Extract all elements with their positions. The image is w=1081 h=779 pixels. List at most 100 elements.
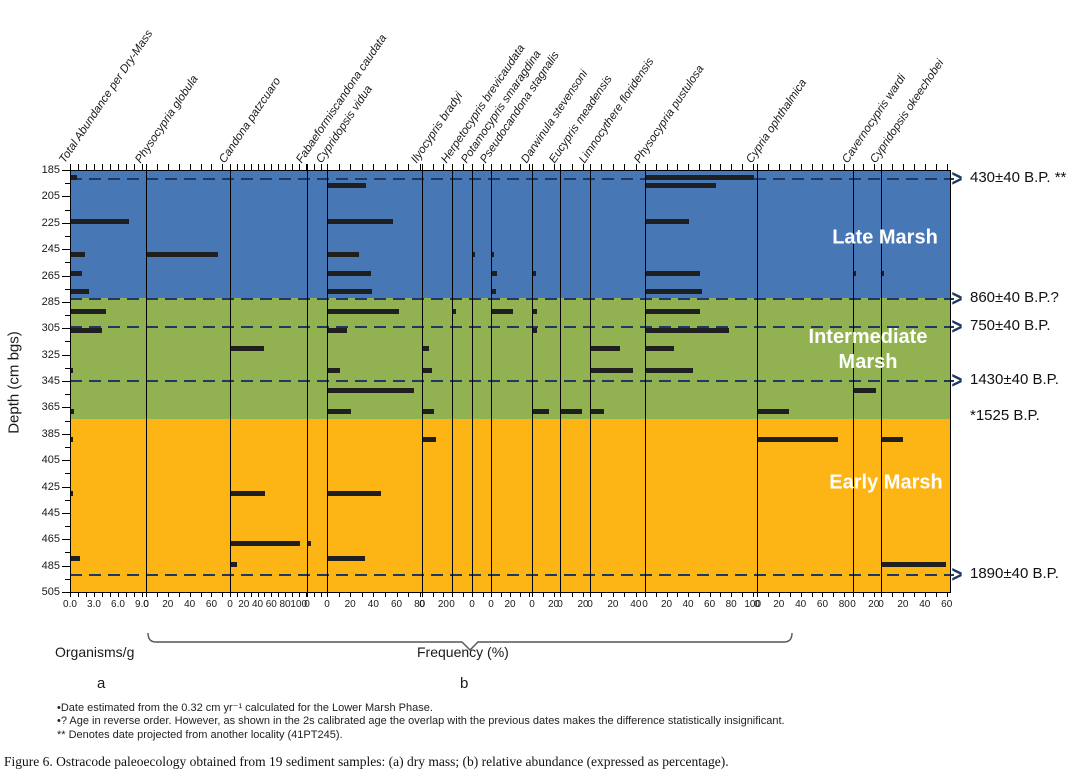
- date-arrow: >: [951, 313, 963, 340]
- top-tick: [397, 164, 398, 170]
- bottom-tick: [292, 592, 293, 597]
- bottom-tick: [420, 592, 421, 597]
- panel-divider: [307, 170, 308, 592]
- top-tick: [790, 164, 791, 170]
- top-tick: [491, 164, 492, 170]
- bar-vidua: [328, 289, 373, 295]
- bottom-tick-label: 20: [504, 599, 516, 610]
- top-tick: [463, 164, 464, 170]
- bottom-tick: [863, 592, 864, 597]
- bottom-tick-label: 20: [547, 599, 560, 610]
- depth-tick-label: 385: [41, 427, 60, 440]
- bottom-tick-label: 60: [205, 599, 218, 610]
- bottom-tick-label: 0: [642, 599, 648, 610]
- bottom-tick-label: 0: [878, 599, 884, 610]
- top-tick: [510, 164, 511, 170]
- zone-late-marsh: [70, 170, 950, 298]
- top-tick: [947, 164, 948, 170]
- bar-total: [71, 289, 89, 295]
- bar-vidua: [328, 309, 399, 315]
- bottom-tick: [636, 592, 637, 597]
- panel-divider: [645, 170, 646, 592]
- depth-tick: [62, 170, 70, 171]
- depth-tick-label: 405: [41, 454, 60, 467]
- plot-top-border: [70, 170, 951, 171]
- date-line-1430-40-b-p-: [70, 380, 954, 382]
- top-tick: [433, 164, 434, 170]
- bar-vidua: [328, 219, 393, 225]
- bottom-tick: [321, 592, 322, 597]
- depth-tick: [62, 222, 70, 224]
- top-tick: [892, 164, 893, 170]
- species-label-ophthalmica: Cypria ophthalmica: [744, 77, 810, 166]
- top-tick: [779, 164, 780, 170]
- date-label: 750±40 B.P.: [970, 316, 1051, 334]
- bottom-tick: [385, 592, 386, 597]
- zone-label-early-marsh: Early Marsh: [829, 471, 943, 494]
- top-tick: [936, 164, 937, 170]
- bottom-tick-label: 60: [265, 599, 277, 610]
- panel-divider: [146, 170, 147, 592]
- panel-divider: [881, 170, 882, 592]
- depth-tick-label: 505: [41, 586, 60, 598]
- depth-tick-label: 285: [41, 295, 60, 308]
- bottom-tick-label: 100: [744, 599, 762, 610]
- depth-tick-label: 465: [41, 533, 60, 546]
- bottom-tick: [179, 592, 180, 597]
- bar-bradyi: [423, 368, 432, 374]
- bar-brevicaudata: [453, 309, 457, 315]
- top-tick: [314, 164, 315, 170]
- bottom-tick: [757, 592, 758, 597]
- depth-tick-label: 425: [41, 480, 60, 493]
- depth-tick: [62, 407, 70, 409]
- bottom-tick-label: 0: [754, 599, 760, 610]
- top-tick: [339, 164, 340, 170]
- species-label-caudata: Fabaeformiscandona caudata: [294, 32, 390, 166]
- top-tick: [532, 164, 533, 170]
- bar-pustulosa: [646, 309, 700, 315]
- top-tick: [624, 164, 625, 170]
- top-tick: [134, 164, 135, 170]
- top-tick: [452, 164, 453, 170]
- bottom-tick: [667, 592, 668, 597]
- top-tick: [179, 164, 180, 170]
- bottom-tick-label: 40: [795, 599, 807, 610]
- bar-pustulosa: [646, 327, 729, 333]
- bottom-tick-label: 20: [607, 599, 619, 610]
- bar-stagnalis: [492, 309, 513, 315]
- bottom-tick: [645, 592, 646, 597]
- bottom-tick: [433, 592, 434, 597]
- bottom-tick: [822, 592, 823, 597]
- date-arrow: >: [951, 165, 963, 192]
- panel-divider: [590, 170, 591, 592]
- bottom-tick-label: 40: [184, 599, 196, 610]
- bottom-tick: [853, 592, 854, 597]
- top-tick: [299, 164, 300, 170]
- bottom-tick: [230, 592, 231, 597]
- bottom-tick: [790, 592, 791, 597]
- bottom-tick: [779, 592, 780, 597]
- bottom-tick-label: 40: [367, 599, 379, 610]
- depth-tick: [62, 249, 70, 251]
- bar-total: [71, 252, 85, 258]
- bottom-tick: [601, 592, 602, 597]
- top-tick: [126, 164, 127, 170]
- top-tick: [822, 164, 823, 170]
- bottom-tick: [532, 592, 533, 597]
- bottom-tick: [397, 592, 398, 597]
- depth-tick-label: 345: [41, 375, 60, 387]
- top-tick: [590, 164, 591, 170]
- bottom-tick: [881, 592, 882, 597]
- species-label-globula: Physocypria globula: [133, 73, 201, 166]
- bottom-tick: [190, 592, 191, 597]
- bottom-tick: [463, 592, 464, 597]
- bottom-tick-label: 0: [488, 599, 494, 610]
- depth-tick-label: 445: [41, 506, 60, 519]
- bottom-tick: [543, 592, 544, 597]
- top-tick: [501, 164, 502, 170]
- bar-wardi: [854, 388, 876, 394]
- top-tick: [211, 164, 212, 170]
- top-tick: [863, 164, 864, 170]
- bottom-tick: [501, 592, 502, 597]
- depth-tick-label: 325: [41, 348, 60, 361]
